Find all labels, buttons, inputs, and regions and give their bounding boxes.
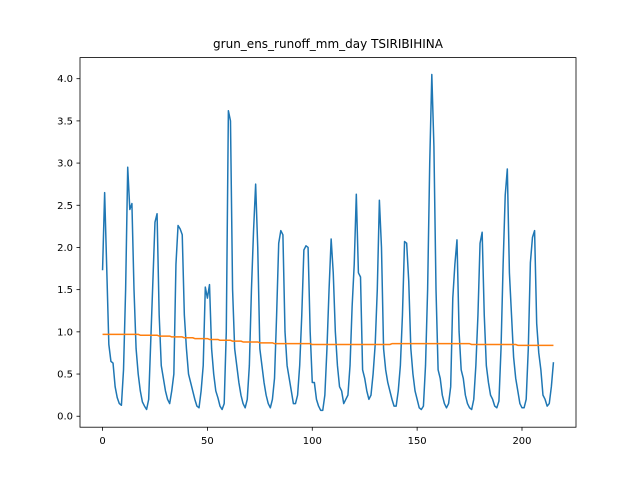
chart-title: grun_ens_runoff_mm_day TSIRIBIHINA [213, 37, 444, 51]
x-tick-label: 150 [408, 436, 427, 447]
series-line [101, 73, 555, 412]
y-tick-label: 4.0 [57, 74, 73, 85]
y-tick-label: 0.0 [57, 412, 73, 423]
x-tick-label: 100 [303, 436, 322, 447]
x-tick-label: 200 [512, 436, 531, 447]
y-tick-label: 2.0 [57, 243, 73, 254]
y-tick-label: 0.5 [57, 370, 73, 381]
y-tick-label: 3.5 [57, 116, 73, 127]
x-tick-label: 0 [99, 436, 105, 447]
x-tick-label: 50 [201, 436, 214, 447]
series-line [102, 333, 554, 347]
plot-frame [79, 57, 577, 428]
y-tick-label: 3.0 [57, 159, 73, 170]
y-tick-label: 1.0 [57, 327, 73, 338]
y-tick-label: 1.5 [57, 285, 73, 296]
y-tick-label: 2.5 [57, 201, 73, 212]
